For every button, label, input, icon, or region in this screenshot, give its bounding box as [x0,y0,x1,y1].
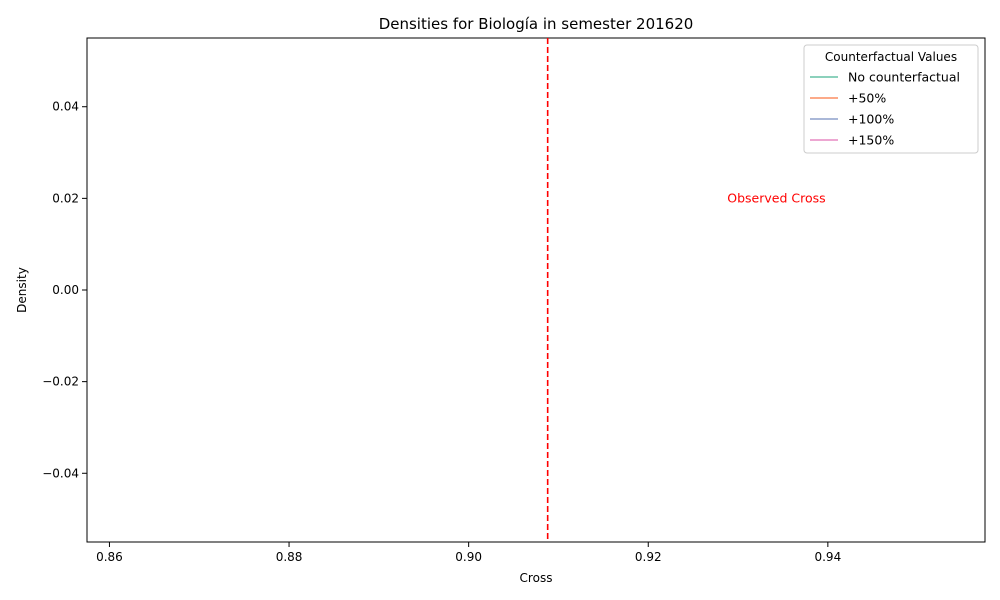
y-axis: 0.04 0.02 0.00 −0.02 −0.04 [42,100,87,480]
x-axis-label: Cross [520,571,553,585]
y-tick-label: 0.02 [52,191,79,205]
legend-item-label: +100% [848,112,894,127]
y-tick-label: −0.04 [42,466,79,480]
y-tick-label: 0.04 [52,100,79,114]
x-axis: 0.86 0.88 0.90 0.92 0.94 [96,542,841,564]
x-tick-label: 0.92 [635,550,662,564]
legend-title: Counterfactual Values [825,50,957,64]
x-tick-label: 0.94 [814,550,841,564]
y-axis-label: Density [15,267,29,313]
y-tick-label: −0.02 [42,375,79,389]
observed-cross-annotation: Observed Cross [727,190,825,205]
legend-item-label: No counterfactual [848,70,960,85]
legend-item-label: +50% [848,91,886,106]
x-tick-label: 0.90 [455,550,482,564]
x-tick-label: 0.88 [276,550,303,564]
x-tick-label: 0.86 [96,550,123,564]
y-tick-label: 0.00 [52,283,79,297]
chart-title: Densities for Biología in semester 20162… [379,15,694,33]
legend-item-label: +150% [848,133,894,148]
legend-box [803,44,979,154]
legend: Counterfactual Values No counterfactual +… [803,44,979,154]
